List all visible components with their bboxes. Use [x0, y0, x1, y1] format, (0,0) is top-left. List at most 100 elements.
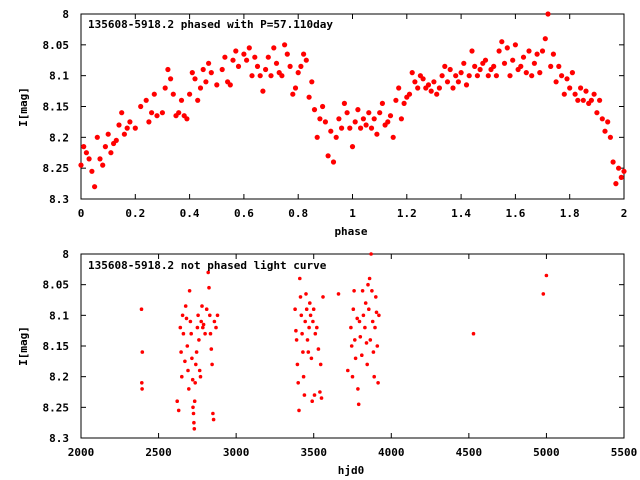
data-point: [353, 338, 357, 342]
data-point: [315, 325, 319, 330]
x-tick-label: 1.8: [560, 207, 580, 220]
data-point: [188, 319, 193, 324]
y-tick-label: 8.15: [43, 340, 70, 353]
data-point: [187, 91, 193, 97]
data-point: [352, 289, 356, 293]
x-tick-label: 5000: [533, 446, 560, 459]
data-point: [211, 417, 216, 422]
data-point: [303, 319, 308, 324]
data-point: [578, 85, 584, 91]
data-point: [299, 313, 304, 318]
data-point: [363, 301, 368, 305]
data-point: [100, 162, 106, 168]
data-point: [370, 289, 374, 293]
data-point: [545, 11, 551, 17]
data-point: [313, 331, 318, 336]
y-tick-label: 8.05: [43, 39, 70, 52]
data-point: [374, 131, 380, 137]
data-point: [311, 319, 315, 324]
data-point: [162, 85, 168, 91]
data-point: [192, 427, 197, 431]
data-point: [154, 113, 160, 119]
data-point: [295, 70, 301, 76]
data-point: [215, 313, 220, 318]
data-point: [201, 322, 206, 327]
data-point: [370, 319, 375, 324]
data-point: [398, 116, 404, 122]
data-point: [344, 110, 350, 116]
data-point: [463, 82, 470, 88]
y-tick-label: 8.25: [43, 401, 70, 414]
data-point: [564, 76, 570, 82]
data-point: [83, 150, 89, 156]
data-point: [263, 66, 269, 73]
data-point: [298, 63, 304, 69]
data-point: [235, 63, 242, 69]
data-point: [187, 289, 192, 293]
data-point: [252, 54, 258, 60]
data-point: [531, 60, 538, 66]
data-point: [196, 313, 200, 318]
data-point: [361, 313, 366, 318]
data-point: [553, 79, 559, 85]
axis-ticks: [80, 253, 625, 439]
data-point: [363, 325, 367, 330]
data-point: [316, 347, 321, 351]
data-point: [360, 289, 365, 293]
x-tick-label: 0.2: [125, 207, 145, 220]
data-points: [139, 252, 549, 431]
data-point: [588, 97, 595, 103]
data-point: [559, 73, 565, 79]
data-point: [197, 85, 204, 91]
data-point: [436, 85, 442, 91]
data-point: [556, 63, 562, 69]
x-tick-label: 4500: [456, 446, 483, 459]
data-point: [105, 131, 111, 137]
data-point: [311, 307, 316, 312]
data-point: [219, 66, 225, 73]
data-point: [260, 88, 266, 94]
data-point: [186, 368, 190, 373]
phased-light-curve-panel: 0 0.2 0.4 0.6 0.8 1 1.2 1.4 1.6 1.8 2 8 8.05 8.1 8.15 8…: [17, 8, 627, 238]
data-point: [190, 356, 194, 361]
data-point: [325, 153, 331, 159]
data-point: [244, 57, 250, 63]
data-point: [447, 66, 453, 73]
data-point: [207, 285, 211, 290]
data-point: [360, 116, 366, 122]
data-point: [534, 51, 540, 57]
data-point: [298, 295, 303, 299]
data-point: [390, 134, 396, 140]
data-point: [367, 276, 372, 281]
data-point: [206, 270, 210, 275]
data-point: [206, 60, 212, 66]
data-point: [355, 107, 361, 113]
data-point: [97, 156, 103, 162]
data-point: [471, 331, 476, 336]
data-point: [290, 91, 296, 97]
data-point: [116, 122, 122, 128]
data-point: [192, 420, 196, 425]
data-point: [621, 168, 627, 174]
data-point: [208, 313, 212, 318]
data-point: [561, 91, 567, 97]
data-point: [139, 307, 144, 312]
data-point: [94, 134, 100, 140]
data-point: [165, 66, 171, 73]
data-point: [379, 100, 385, 106]
y-tick-label: 8: [62, 8, 69, 21]
data-point: [442, 63, 448, 69]
data-point: [360, 353, 364, 358]
data-point: [520, 54, 527, 60]
data-point: [89, 168, 95, 174]
data-point: [439, 73, 445, 79]
data-point: [518, 63, 524, 69]
data-point: [254, 63, 261, 69]
data-point: [230, 57, 236, 63]
y-axis-label: I[mag]: [17, 87, 30, 127]
data-point: [353, 356, 358, 361]
data-point: [336, 292, 341, 296]
x-tick-label: 1.4: [451, 207, 471, 220]
data-point: [124, 125, 130, 131]
